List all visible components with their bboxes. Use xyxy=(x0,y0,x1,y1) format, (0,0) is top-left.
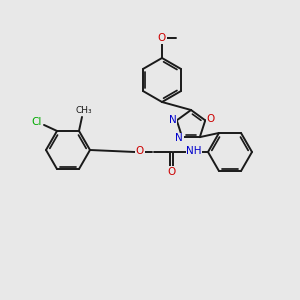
Text: N: N xyxy=(175,133,183,143)
Text: O: O xyxy=(136,146,144,156)
Text: O: O xyxy=(168,167,176,177)
Text: NH: NH xyxy=(186,146,202,156)
Text: CH₃: CH₃ xyxy=(76,106,92,116)
Text: O: O xyxy=(206,114,214,124)
Text: N: N xyxy=(169,116,177,125)
Text: Cl: Cl xyxy=(32,117,42,127)
Text: O: O xyxy=(158,33,166,43)
